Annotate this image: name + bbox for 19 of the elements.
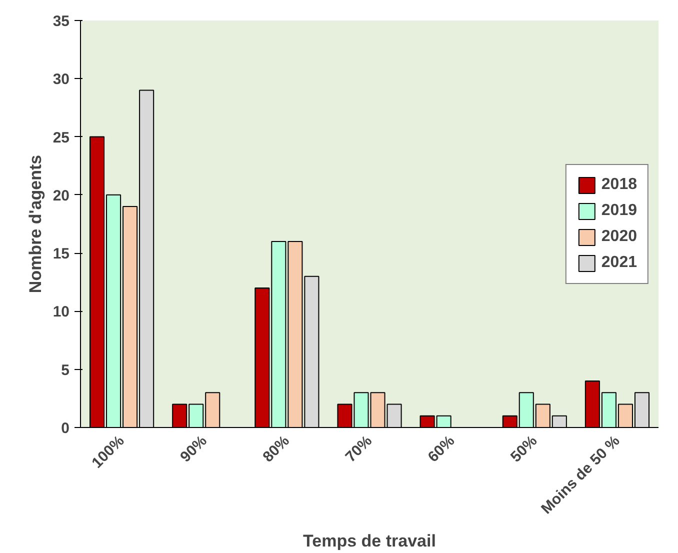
y-tick-label: 20 <box>52 187 70 204</box>
legend-label: 2021 <box>601 254 637 272</box>
legend-label: 2018 <box>601 176 637 194</box>
y-tick-label: 5 <box>61 362 70 379</box>
y-tick-label: 0 <box>61 420 70 437</box>
x-tick-label: 90% <box>177 432 210 466</box>
legend-label: 2020 <box>601 228 637 246</box>
y-tick-label: 25 <box>52 129 70 146</box>
y-axis-title: Nombre d'agents <box>26 154 45 294</box>
y-tick-label: 35 <box>52 13 70 30</box>
x-axis-title: Temps de travail <box>303 532 436 551</box>
x-tick-label: 50% <box>507 432 541 466</box>
x-tick-label: 60% <box>424 432 458 466</box>
y-tick-label: 15 <box>52 246 70 263</box>
x-tick-label: 70% <box>342 432 376 466</box>
legend-label: 2019 <box>601 202 637 220</box>
y-tick-label: 10 <box>52 304 70 321</box>
y-tick-label: 30 <box>52 71 70 88</box>
x-tick-label: 80% <box>260 432 293 466</box>
